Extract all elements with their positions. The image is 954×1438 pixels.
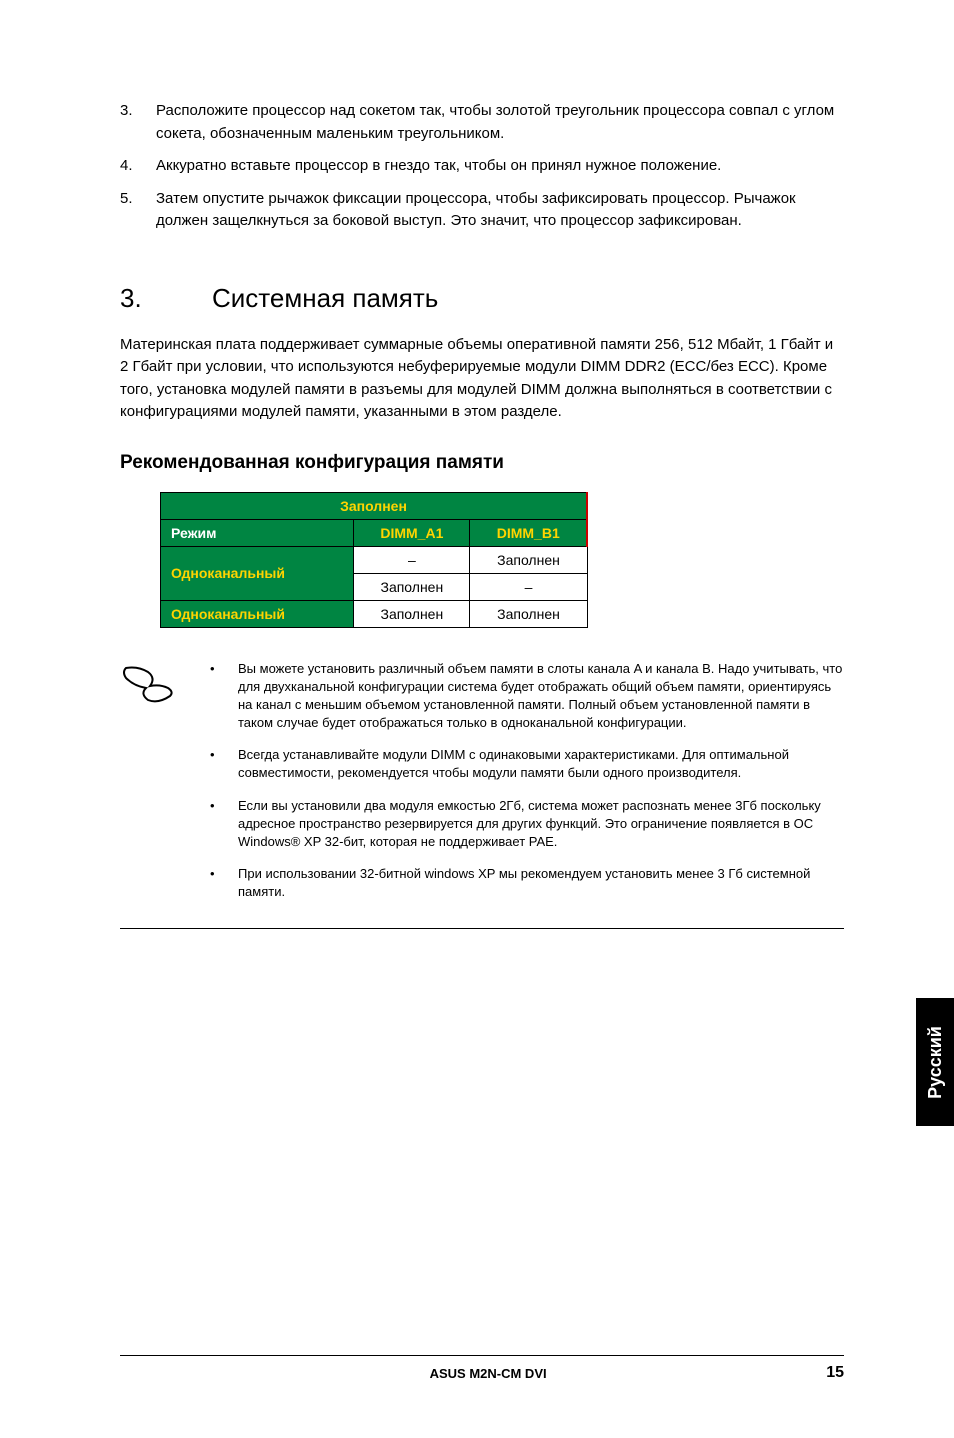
- page-number: 15: [826, 1364, 844, 1382]
- step-text: Расположите процессор над сокетом так, ч…: [156, 100, 844, 145]
- bullet: •: [210, 746, 238, 782]
- page-footer: ASUS M2N-CM DVI 15: [120, 1355, 844, 1382]
- step-text: Аккуратно вставьте процессор в гнездо та…: [156, 155, 721, 178]
- table-row: Одноканальный – Заполнен: [161, 546, 588, 573]
- memory-config-table: Заполнен Режим DIMM_A1 DIMM_B1 Одноканал…: [160, 492, 588, 628]
- list-item: 5. Затем опустите рычажок фиксации проце…: [120, 188, 844, 233]
- note-text: Если вы установили два модуля емкостью 2…: [238, 797, 844, 852]
- table-row: Заполнен: [161, 492, 588, 519]
- step-text: Затем опустите рычажок фиксации процессо…: [156, 188, 844, 233]
- section-title: Системная память: [212, 283, 438, 314]
- list-item: • Если вы установили два модуля емкостью…: [210, 797, 844, 852]
- list-item: 3. Расположите процессор над сокетом так…: [120, 100, 844, 145]
- note-block: • Вы можете установить различный объем п…: [120, 660, 844, 929]
- table-mode-cell: Одноканальный: [161, 600, 354, 627]
- footer-title: ASUS M2N-CM DVI: [150, 1366, 826, 1381]
- note-text: Всегда устанавливайте модули DIMM с один…: [238, 746, 844, 782]
- table-cell: Заполнен: [470, 546, 587, 573]
- table-header-top: Заполнен: [161, 492, 588, 519]
- note-icon: [120, 660, 210, 916]
- section-number: 3.: [120, 283, 212, 314]
- list-item: 4. Аккуратно вставьте процессор в гнездо…: [120, 155, 844, 178]
- bullet: •: [210, 660, 238, 733]
- table-header-dimm-a: DIMM_A1: [354, 519, 470, 546]
- table-row: Режим DIMM_A1 DIMM_B1: [161, 519, 588, 546]
- step-number: 4.: [120, 155, 156, 178]
- table-cell: –: [354, 546, 470, 573]
- intro-paragraph: Материнская плата поддерживает суммарные…: [120, 334, 844, 424]
- section-heading: 3. Системная память: [120, 283, 844, 314]
- note-text: Вы можете установить различный объем пам…: [238, 660, 844, 733]
- table-cell: Заполнен: [354, 573, 470, 600]
- note-text: При использовании 32-битной windows XP м…: [238, 865, 844, 901]
- subheading: Рекомендованная конфигурация памяти: [120, 452, 844, 474]
- bullet: •: [210, 797, 238, 852]
- bullet: •: [210, 865, 238, 901]
- table-mode-cell: Одноканальный: [161, 546, 354, 600]
- table-header-dimm-b: DIMM_B1: [470, 519, 587, 546]
- list-item: • Всегда устанавливайте модули DIMM с од…: [210, 746, 844, 782]
- language-tab: Русский: [916, 998, 954, 1126]
- note-list: • Вы можете установить различный объем п…: [210, 660, 844, 916]
- step-number: 5.: [120, 188, 156, 233]
- table-header-mode: Режим: [161, 519, 354, 546]
- step-number: 3.: [120, 100, 156, 145]
- language-label: Русский: [925, 1026, 946, 1099]
- table-row: Одноканальный Заполнен Заполнен: [161, 600, 588, 627]
- table-cell: –: [470, 573, 587, 600]
- table-cell: Заполнен: [470, 600, 587, 627]
- list-item: • При использовании 32-битной windows XP…: [210, 865, 844, 901]
- table-cell: Заполнен: [354, 600, 470, 627]
- list-item: • Вы можете установить различный объем п…: [210, 660, 844, 733]
- instruction-steps: 3. Расположите процессор над сокетом так…: [120, 100, 844, 233]
